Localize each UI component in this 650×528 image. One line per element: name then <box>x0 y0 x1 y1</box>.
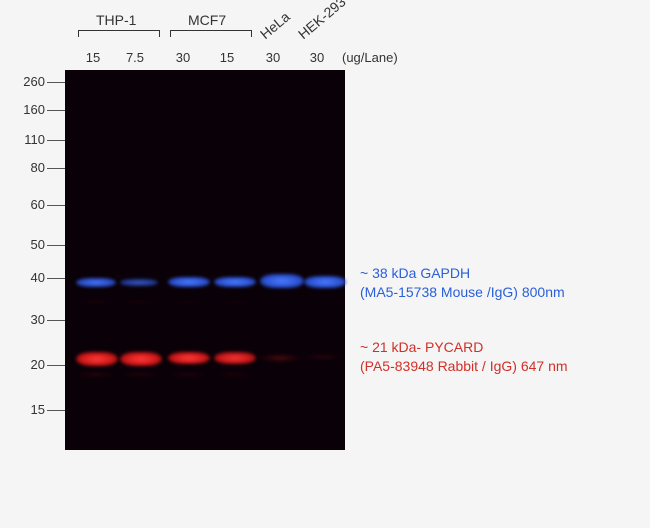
band-pycard <box>168 300 208 304</box>
annotation-gapdh-line2: (MA5-15738 Mouse /IgG) 800nm <box>360 284 565 300</box>
mw-marker-label: 110 <box>10 132 45 147</box>
annotation-pycard-line1: ~ 21 kDa- PYCARD <box>360 339 483 355</box>
mw-marker-label: 50 <box>10 237 45 252</box>
lane-load: 30 <box>258 50 288 65</box>
lane-load-unit: (ug/Lane) <box>342 50 398 65</box>
band-pycard <box>260 354 300 362</box>
band-pycard <box>120 352 162 366</box>
mw-marker-tick <box>47 278 65 279</box>
mw-marker-label: 40 <box>10 270 45 285</box>
mw-marker-tick <box>47 140 65 141</box>
lane-load: 30 <box>168 50 198 65</box>
mw-marker-tick <box>47 168 65 169</box>
band-pycard <box>76 352 118 366</box>
mw-marker-label: 20 <box>10 357 45 372</box>
mw-marker-tick <box>47 82 65 83</box>
mw-marker-tick <box>47 205 65 206</box>
mw-marker-label: 80 <box>10 160 45 175</box>
annotation-gapdh-line1: ~ 38 kDa GAPDH <box>360 265 470 281</box>
mw-marker-label: 160 <box>10 102 45 117</box>
band-pycard <box>214 300 254 304</box>
mw-marker-tick <box>47 365 65 366</box>
sample-label: THP-1 <box>96 12 136 28</box>
band-pycard <box>214 372 254 377</box>
annotation-gapdh: ~ 38 kDa GAPDH (MA5-15738 Mouse /IgG) 80… <box>360 264 565 302</box>
band-pycard <box>76 300 116 304</box>
lane-load: 15 <box>78 50 108 65</box>
mw-marker-label: 30 <box>10 312 45 327</box>
annotation-pycard: ~ 21 kDa- PYCARD (PA5-83948 Rabbit / IgG… <box>360 338 568 376</box>
band-pycard <box>214 352 256 364</box>
band-pycard <box>120 300 158 304</box>
band-gapdh <box>260 274 304 288</box>
band-pycard <box>76 372 116 377</box>
sample-label: MCF7 <box>188 12 226 28</box>
band-pycard <box>120 372 160 377</box>
sample-label-diagonal: HeLa <box>257 8 293 42</box>
sample-bracket <box>170 30 252 37</box>
blot-background <box>65 70 345 450</box>
band-pycard <box>168 352 210 364</box>
mw-marker-label: 60 <box>10 197 45 212</box>
mw-marker-tick <box>47 245 65 246</box>
lane-load: 15 <box>212 50 242 65</box>
band-gapdh <box>120 279 158 286</box>
band-pycard <box>304 354 342 360</box>
annotation-pycard-line2: (PA5-83948 Rabbit / IgG) 647 nm <box>360 358 568 374</box>
mw-marker-tick <box>47 410 65 411</box>
mw-marker-tick <box>47 320 65 321</box>
mw-marker-tick <box>47 110 65 111</box>
sample-bracket <box>78 30 160 37</box>
band-gapdh <box>304 276 346 288</box>
lane-load: 30 <box>302 50 332 65</box>
band-gapdh <box>214 277 256 287</box>
lane-load: 7.5 <box>120 50 150 65</box>
band-gapdh <box>76 278 116 287</box>
band-gapdh <box>168 277 210 287</box>
band-pycard <box>168 372 208 377</box>
mw-marker-label: 260 <box>10 74 45 89</box>
sample-label-diagonal: HEK-293 <box>295 0 349 42</box>
mw-marker-label: 15 <box>10 402 45 417</box>
